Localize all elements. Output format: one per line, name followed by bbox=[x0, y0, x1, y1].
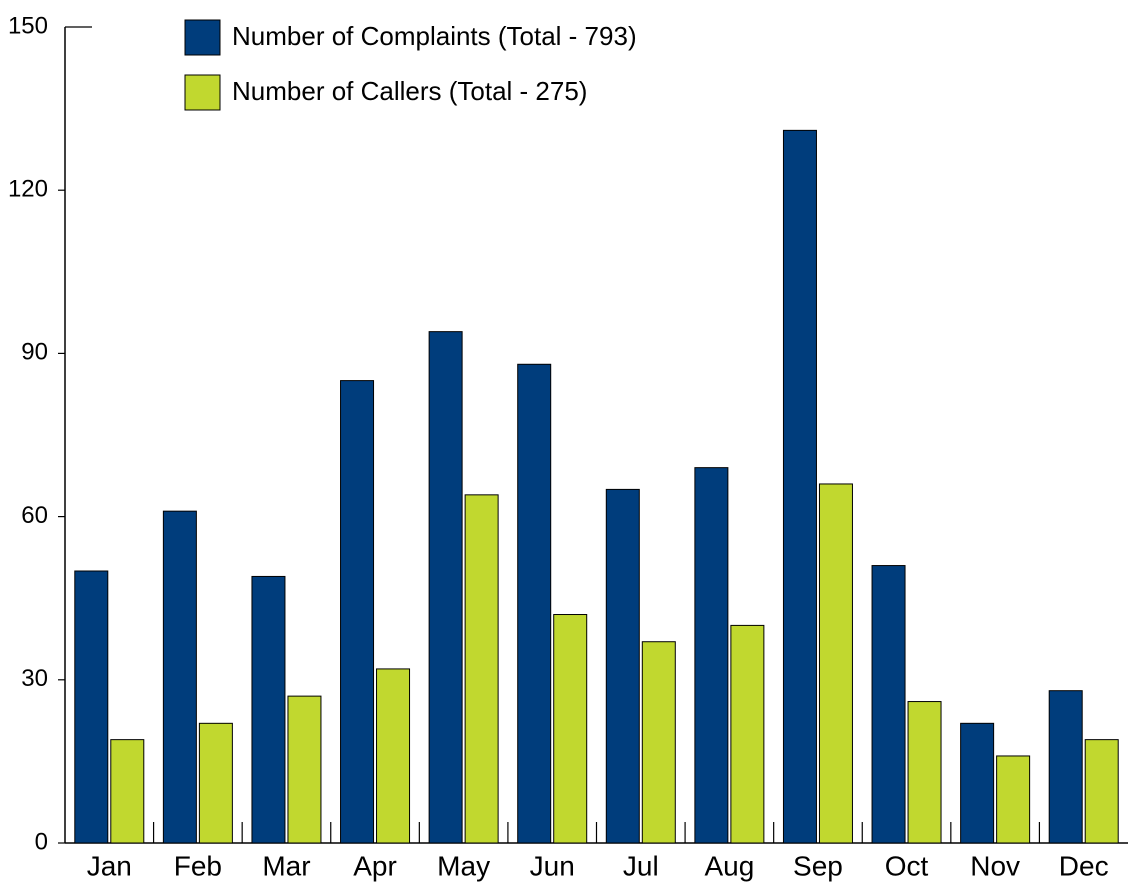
bar bbox=[871, 565, 906, 844]
bar bbox=[340, 380, 375, 844]
legend-label: Number of Complaints (Total - 793) bbox=[232, 21, 637, 51]
bar bbox=[553, 614, 588, 844]
bar bbox=[464, 494, 499, 844]
x-tick-label: Oct bbox=[885, 850, 929, 881]
y-tick-label: 120 bbox=[8, 176, 48, 203]
y-tick-label: 0 bbox=[35, 828, 48, 855]
bar bbox=[74, 570, 109, 844]
bar bbox=[517, 363, 552, 844]
legend-swatch bbox=[184, 74, 221, 111]
x-tick-label: Jul bbox=[623, 850, 659, 881]
x-tick-label: Dec bbox=[1059, 850, 1109, 881]
bar bbox=[641, 641, 676, 844]
x-tick-label: Jun bbox=[530, 850, 575, 881]
bar bbox=[605, 488, 640, 844]
x-tick-label: Jan bbox=[87, 850, 132, 881]
bar bbox=[996, 755, 1031, 844]
bar bbox=[110, 739, 145, 844]
bar bbox=[198, 722, 233, 844]
bar bbox=[162, 510, 197, 844]
bar bbox=[730, 624, 765, 844]
x-tick-label: May bbox=[437, 850, 490, 881]
legend-label: Number of Callers (Total - 275) bbox=[232, 76, 587, 106]
y-tick-label: 30 bbox=[21, 665, 48, 692]
bar bbox=[376, 668, 411, 844]
y-tick-label: 90 bbox=[21, 339, 48, 366]
bar bbox=[1048, 690, 1083, 844]
x-tick-label: Aug bbox=[704, 850, 754, 881]
y-tick-label: 150 bbox=[8, 12, 48, 39]
bar bbox=[907, 701, 942, 844]
x-tick-label: Feb bbox=[174, 850, 222, 881]
x-tick-label: Mar bbox=[262, 850, 310, 881]
bar bbox=[694, 467, 729, 844]
x-tick-label: Sep bbox=[793, 850, 843, 881]
bar bbox=[960, 722, 995, 844]
x-tick-label: Nov bbox=[970, 850, 1020, 881]
bar bbox=[1084, 739, 1119, 844]
legend-swatch bbox=[184, 19, 221, 56]
x-tick-label: Apr bbox=[353, 850, 397, 881]
bar bbox=[818, 483, 853, 844]
y-tick-label: 60 bbox=[21, 502, 48, 529]
bar bbox=[251, 575, 286, 844]
bar bbox=[782, 129, 817, 844]
bar bbox=[287, 695, 322, 844]
bar bbox=[428, 331, 463, 844]
